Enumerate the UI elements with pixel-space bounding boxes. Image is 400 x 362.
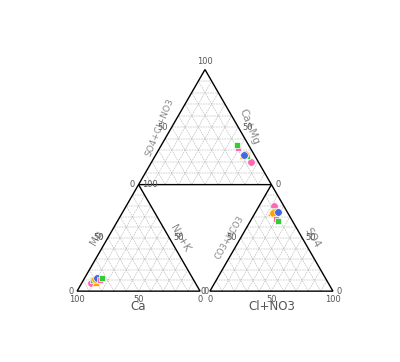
Text: 50: 50 [133, 295, 144, 304]
Text: Na+K: Na+K [169, 223, 192, 253]
Text: CO3+HCO3: CO3+HCO3 [214, 214, 246, 261]
Text: 0: 0 [204, 287, 209, 296]
Text: 100: 100 [142, 180, 158, 189]
Text: 100: 100 [69, 295, 85, 304]
Text: 50: 50 [173, 233, 184, 243]
Text: 0: 0 [275, 180, 280, 189]
Text: 0: 0 [130, 180, 135, 189]
Text: 0: 0 [337, 287, 342, 296]
Text: Cl+NO3: Cl+NO3 [248, 300, 295, 313]
Text: 50: 50 [94, 233, 104, 243]
Text: 50: 50 [306, 233, 316, 243]
Text: 0: 0 [198, 295, 203, 304]
Text: 50: 50 [266, 295, 277, 304]
Text: 0: 0 [68, 287, 73, 296]
Text: 100: 100 [325, 295, 341, 304]
Text: 50: 50 [158, 123, 168, 131]
Text: Mg: Mg [88, 229, 105, 247]
Text: 50: 50 [226, 233, 237, 243]
Text: Ca+Mg: Ca+Mg [238, 108, 261, 147]
Text: 100: 100 [197, 57, 213, 66]
Text: 50: 50 [242, 123, 252, 131]
Text: SO4+Cl+NO3: SO4+Cl+NO3 [144, 97, 175, 157]
Text: Ca: Ca [131, 300, 146, 313]
Text: SO4: SO4 [302, 226, 322, 250]
Text: 0: 0 [201, 287, 206, 296]
Text: 0: 0 [207, 295, 212, 304]
